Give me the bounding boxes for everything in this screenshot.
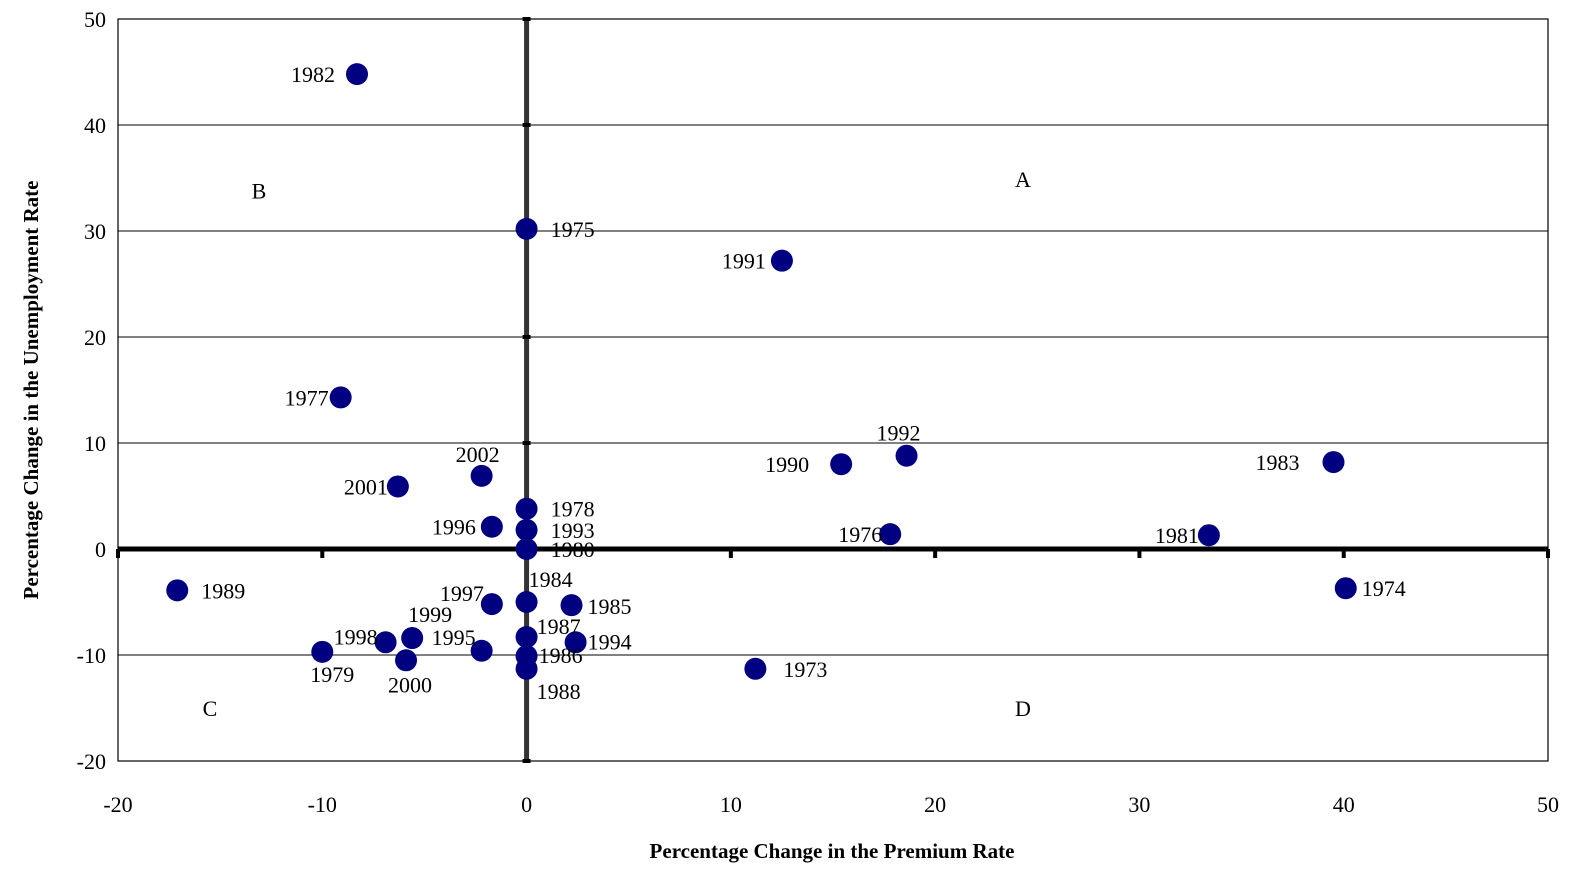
point-label-1983: 1983 bbox=[1256, 450, 1300, 475]
point-label-1981: 1981 bbox=[1155, 523, 1199, 548]
x-tick-label: 10 bbox=[720, 792, 742, 817]
data-point-2000 bbox=[395, 649, 418, 672]
y-axis-label: Percentage Change in the Unemployment Ra… bbox=[19, 181, 43, 600]
data-point-1985 bbox=[560, 594, 583, 617]
y-tick-label: 50 bbox=[84, 7, 106, 32]
data-point-1983 bbox=[1322, 451, 1345, 474]
quadrant-label-c: C bbox=[203, 696, 218, 721]
point-label-1988: 1988 bbox=[537, 679, 581, 704]
y-tick-label: 0 bbox=[95, 537, 106, 562]
point-label-1974: 1974 bbox=[1362, 576, 1406, 601]
y-tick-label: 10 bbox=[84, 431, 106, 456]
data-point-1988 bbox=[515, 657, 538, 680]
gridlines bbox=[118, 124, 1548, 656]
point-label-1977: 1977 bbox=[285, 385, 329, 410]
data-point-1998 bbox=[374, 631, 397, 654]
data-point-1981 bbox=[1197, 524, 1220, 547]
y-tick-label: -10 bbox=[77, 643, 106, 668]
point-label-2000: 2000 bbox=[388, 672, 432, 697]
point-label-1992: 1992 bbox=[877, 421, 921, 446]
data-point-1989 bbox=[166, 579, 189, 602]
x-tick-label: -10 bbox=[308, 792, 337, 817]
quadrant-label-a: A bbox=[1015, 167, 1031, 192]
data-point-1991 bbox=[770, 249, 793, 272]
plot-area bbox=[117, 18, 1549, 762]
data-point-1999 bbox=[401, 627, 424, 650]
point-labels: 1982 1975 1991 1977 2002 2001 1992 1990 1983 1978… bbox=[201, 62, 1406, 704]
point-label-1978: 1978 bbox=[551, 497, 595, 522]
data-point-1975 bbox=[515, 217, 538, 240]
data-point-1978 bbox=[515, 497, 538, 520]
point-label-1980: 1980 bbox=[551, 537, 595, 562]
point-label-2001: 2001 bbox=[344, 474, 388, 499]
quadrant-label-d: D bbox=[1015, 696, 1031, 721]
point-label-1989: 1989 bbox=[201, 578, 245, 603]
point-label-1975: 1975 bbox=[551, 217, 595, 242]
plot-border bbox=[117, 18, 1549, 762]
point-label-1995: 1995 bbox=[432, 625, 476, 650]
point-label-1976: 1976 bbox=[838, 522, 882, 547]
data-point-1976 bbox=[879, 523, 902, 546]
point-label-1993: 1993 bbox=[551, 518, 595, 543]
data-point-1996 bbox=[480, 515, 503, 538]
x-tick-label: 50 bbox=[1537, 792, 1559, 817]
point-label-1994: 1994 bbox=[588, 629, 632, 654]
data-point-1997 bbox=[480, 593, 503, 616]
point-label-1987: 1987 bbox=[537, 614, 581, 639]
point-label-1973: 1973 bbox=[783, 657, 827, 682]
data-point-2001 bbox=[386, 475, 409, 498]
data-point-1980 bbox=[515, 538, 538, 560]
point-label-1979: 1979 bbox=[310, 662, 354, 687]
point-label-1990: 1990 bbox=[765, 452, 809, 477]
point-label-1982: 1982 bbox=[291, 62, 335, 87]
point-label-1984: 1984 bbox=[529, 567, 573, 592]
quadrant-label-b: B bbox=[252, 179, 267, 204]
y-tick-label: -20 bbox=[77, 749, 106, 774]
data-point-1982 bbox=[346, 63, 369, 86]
x-tick-label: -20 bbox=[103, 792, 132, 817]
point-label-1991: 1991 bbox=[722, 249, 766, 274]
data-point-1993 bbox=[515, 518, 538, 541]
point-label-1999: 1999 bbox=[408, 602, 452, 627]
x-axis-label: Percentage Change in the Premium Rate bbox=[650, 839, 1015, 863]
data-point-1973 bbox=[744, 657, 767, 680]
data-point-1987 bbox=[515, 625, 538, 648]
point-label-2002: 2002 bbox=[456, 442, 500, 467]
point-label-1997: 1997 bbox=[440, 581, 484, 606]
y-tick-label: 40 bbox=[84, 113, 106, 138]
data-point-1995 bbox=[470, 639, 493, 662]
data-point-2002 bbox=[470, 464, 493, 487]
data-point-1994 bbox=[564, 631, 587, 654]
point-label-1985: 1985 bbox=[588, 594, 632, 619]
data-point-1977 bbox=[329, 386, 352, 409]
x-tick-label: 20 bbox=[924, 792, 946, 817]
y-tick-label: 30 bbox=[84, 219, 106, 244]
data-point-1984 bbox=[515, 591, 538, 613]
x-tick-label: 30 bbox=[1128, 792, 1150, 817]
data-point-1979 bbox=[311, 640, 334, 663]
tick-labels: -20 -10 0 10 20 30 40 50 -20 -10 0 10 20 30 40 50 bbox=[77, 7, 1559, 817]
data-point-1974 bbox=[1334, 577, 1357, 600]
point-label-1998: 1998 bbox=[334, 624, 378, 649]
quadrant-labels: A B C D bbox=[203, 167, 1031, 721]
data-point-1990 bbox=[830, 453, 853, 476]
data-points bbox=[166, 63, 1357, 680]
data-point-1992 bbox=[895, 444, 918, 467]
point-label-1996: 1996 bbox=[432, 515, 476, 540]
x-tick-label: 40 bbox=[1333, 792, 1355, 817]
y-tick-label: 20 bbox=[84, 325, 106, 350]
x-tick-label: 0 bbox=[521, 792, 532, 817]
point-label-1986: 1986 bbox=[539, 643, 583, 668]
